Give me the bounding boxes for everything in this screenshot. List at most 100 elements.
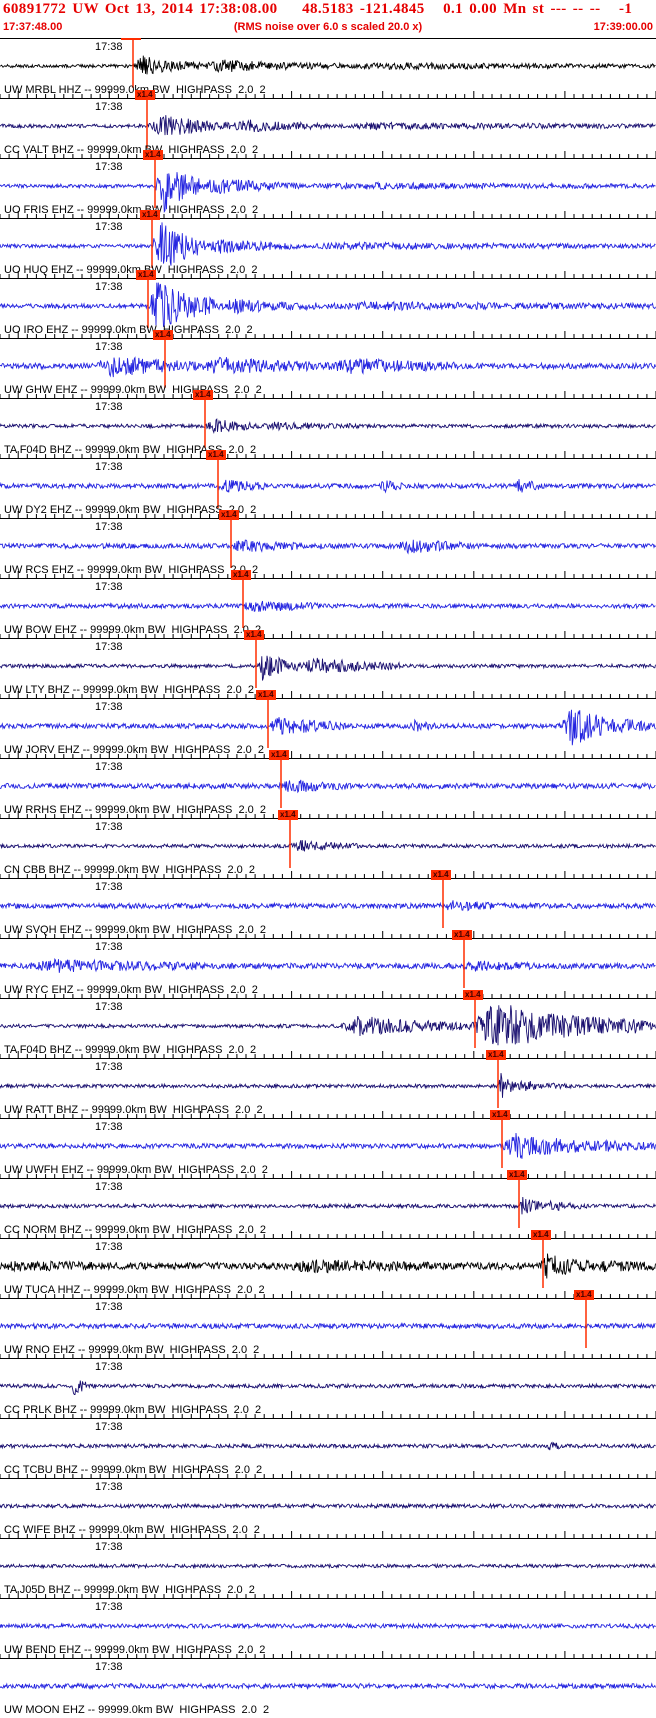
trace-row[interactable]: 17:38 x1.4 UO IRO EHZ -- 99999.0km BW HI… bbox=[0, 270, 656, 338]
pick-scale-flag[interactable]: x1.4 bbox=[452, 930, 472, 940]
trace-row[interactable]: 17:38 x1.4 UO HUQ EHZ -- 99999.0km BW HI… bbox=[0, 210, 656, 278]
pick-scale-flag[interactable]: x1.4 bbox=[574, 1290, 594, 1300]
waveform-trace[interactable] bbox=[0, 356, 656, 378]
trace-row[interactable]: 17:38 x1.4 UW MRBL HHZ -- 99999.0km BW H… bbox=[0, 30, 656, 98]
waveform-trace[interactable] bbox=[0, 900, 656, 912]
waveform-trace[interactable] bbox=[0, 1321, 656, 1331]
waveform-trace[interactable] bbox=[0, 1196, 656, 1215]
pick-scale-flag[interactable]: x1.4 bbox=[486, 1050, 506, 1060]
pick-scale-flag[interactable]: x1.4 bbox=[490, 1110, 510, 1120]
waveform-trace[interactable] bbox=[0, 1622, 656, 1630]
trace-row[interactable]: 17:38 x1.4 UW LTY BHZ -- 99999.0km BW HI… bbox=[0, 630, 656, 698]
pick-scale-flag[interactable]: x1.4 bbox=[136, 270, 156, 280]
pick-scale-flag[interactable]: x1.4 bbox=[531, 1230, 551, 1240]
pick-scale-flag[interactable]: x1.4 bbox=[153, 330, 173, 340]
trace-row[interactable]: 17:38 x1.4 UW RRHS EHZ -- 99999.0km BW H… bbox=[0, 750, 656, 818]
trace-time-label: 17:38 bbox=[95, 1301, 123, 1313]
waveform-trace[interactable] bbox=[0, 222, 656, 266]
waveform-trace[interactable] bbox=[0, 1502, 656, 1510]
pick-scale-flag[interactable]: x1.4 bbox=[231, 570, 251, 580]
trace-time-label: 17:38 bbox=[95, 1361, 123, 1373]
waveform-trace[interactable] bbox=[0, 1253, 656, 1279]
trace-row[interactable]: 17:38 x1.4 CC NORM BHZ -- 99999.0km BW H… bbox=[0, 1170, 656, 1238]
pick-scale-flag[interactable]: x1.4 bbox=[219, 510, 239, 520]
waveform-trace[interactable] bbox=[0, 709, 656, 746]
trace-row[interactable]: 17:38 CC PRLK BHZ -- 99999.0km BW HIGHPA… bbox=[0, 1358, 656, 1418]
trace-station-label: CC PRLK BHZ -- 99999.0km BW HIGHPASS 2.0… bbox=[4, 1404, 262, 1416]
pick-scale-flag[interactable]: x1.4 bbox=[135, 90, 155, 100]
trace-station-label: CC TCBU BHZ -- 99999.0km BW HIGHPASS 2.0… bbox=[4, 1464, 263, 1476]
waveform-trace[interactable] bbox=[0, 418, 656, 435]
trace-row[interactable]: 17:38 x1.4 UW GHW EHZ -- 99999.0km BW HI… bbox=[0, 330, 656, 398]
trace-time-label: 17:38 bbox=[95, 941, 123, 953]
trace-row[interactable]: 17:38 CC TCBU BHZ -- 99999.0km BW HIGHPA… bbox=[0, 1418, 656, 1478]
trace-station-label: UW BOW EHZ -- 99999.0km BW HIGHPASS 2.0 … bbox=[4, 624, 262, 636]
trace-row[interactable]: 17:38 x1.4 TA F04D BHZ -- 99999.0km BW H… bbox=[0, 990, 656, 1058]
pick-scale-flag[interactable]: x1.4 bbox=[463, 990, 483, 1000]
event-header: 60891772 UW Oct 13, 2014 17:38:08.00 48.… bbox=[0, 0, 656, 38]
trace-row[interactable]: 17:38 x1.4 CC VALT BHZ -- 99999.0km BW H… bbox=[0, 90, 656, 158]
waveform-trace[interactable] bbox=[0, 1132, 656, 1159]
waveform-trace[interactable] bbox=[0, 1005, 656, 1046]
trace-station-label: UW RATT BHZ -- 99999.0km BW HIGHPASS 2.0… bbox=[4, 1104, 263, 1116]
pick-scale-flag[interactable]: x1.4 bbox=[278, 810, 298, 820]
pick-scale-flag[interactable]: x1.4 bbox=[507, 1170, 527, 1180]
trace-station-label: CN CBB BHZ -- 99999.0km BW HIGHPASS 2.0 … bbox=[4, 864, 256, 876]
time-ruler bbox=[0, 931, 656, 939]
pick-scale-flag[interactable]: x1.4 bbox=[431, 870, 451, 880]
waveform-trace[interactable] bbox=[0, 115, 656, 136]
waveform-trace[interactable] bbox=[0, 958, 656, 973]
trace-time-label: 17:38 bbox=[95, 581, 123, 593]
pick-scale-flag[interactable]: x1.4 bbox=[244, 630, 264, 640]
trace-station-label: UW BEND EHZ -- 99999.0km BW HIGHPASS 2.0… bbox=[4, 1644, 266, 1656]
trace-time-label: 17:38 bbox=[95, 1481, 123, 1493]
trace-row[interactable]: 17:38 x1.4 CN CBB BHZ -- 99999.0km BW HI… bbox=[0, 810, 656, 878]
trace-row[interactable]: 17:38 x1.4 UW SVQH EHZ -- 99999.0km BW H… bbox=[0, 870, 656, 938]
trace-row[interactable]: 17:38 x1.4 UW RATT BHZ -- 99999.0km BW H… bbox=[0, 1050, 656, 1118]
waveform-trace[interactable] bbox=[0, 172, 656, 213]
trace-station-label: TA F04D BHZ -- 99999.0km BW HIGHPASS 2.0… bbox=[4, 444, 257, 456]
waveform-trace[interactable] bbox=[0, 282, 656, 327]
time-ruler bbox=[0, 1471, 656, 1479]
trace-row[interactable]: 17:38 x1.4 UW TUCA HHZ -- 99999.0km BW H… bbox=[0, 1230, 656, 1298]
trace-row[interactable]: 17:38 x1.4 UW UWFH EHZ -- 99999.0km BW H… bbox=[0, 1110, 656, 1178]
waveform-trace[interactable] bbox=[0, 1073, 656, 1098]
trace-row[interactable]: 17:38 x1.4 UW DY2 EHZ -- 99999.0km BW HI… bbox=[0, 450, 656, 518]
waveform-trace[interactable] bbox=[0, 1562, 656, 1570]
trace-station-label: CC VALT BHZ -- 99999.0km BW HIGHPASS 2.0… bbox=[4, 144, 259, 156]
trace-row[interactable]: 17:38 x1.4 UW BOW EHZ -- 99999.0km BW HI… bbox=[0, 570, 656, 638]
trace-row[interactable]: 17:38 CC WIFE BHZ -- 99999.0km BW HIGHPA… bbox=[0, 1478, 656, 1538]
trace-row[interactable]: 17:38 x1.4 UW JORV EHZ -- 99999.0km BW H… bbox=[0, 690, 656, 758]
waveform-trace[interactable] bbox=[0, 55, 656, 75]
pick-scale-flag[interactable]: x1.4 bbox=[269, 750, 289, 760]
waveform-trace[interactable] bbox=[0, 1380, 656, 1395]
trace-time-label: 17:38 bbox=[95, 281, 123, 293]
trace-station-label: UO IRO EHZ -- 99999.0km BW HIGHPASS 2.0 … bbox=[4, 324, 253, 336]
trace-row[interactable]: 17:38 x1.4 UO FRIS EHZ -- 99999.0km BW H… bbox=[0, 150, 656, 218]
time-ruler bbox=[0, 331, 656, 339]
pick-scale-flag[interactable]: x1.4 bbox=[193, 390, 213, 400]
trace-station-label: UW SVQH EHZ -- 99999.0km BW HIGHPASS 2.0… bbox=[4, 924, 267, 936]
pick-scale-flag[interactable]: x1.4 bbox=[256, 690, 276, 700]
waveform-trace[interactable] bbox=[0, 779, 656, 794]
waveform-trace[interactable] bbox=[0, 1441, 656, 1451]
waveform-trace[interactable] bbox=[0, 1682, 656, 1690]
trace-row[interactable]: 17:38 x1.4 TA F04D BHZ -- 99999.0km BW H… bbox=[0, 390, 656, 458]
pick-scale-flag[interactable]: x1.4 bbox=[143, 150, 163, 160]
time-ruler bbox=[0, 1351, 656, 1359]
trace-row[interactable]: 17:38 TA J05D BHZ -- 99999.0km BW HIGHPA… bbox=[0, 1538, 656, 1598]
trace-row[interactable]: 17:38 x1.4 UW RCS EHZ -- 99999.0km BW HI… bbox=[0, 510, 656, 578]
pick-scale-flag[interactable]: x1.4 bbox=[140, 210, 160, 220]
trace-station-label: UW MRBL HHZ -- 99999.0km BW HIGHPASS 2.0… bbox=[4, 84, 266, 96]
waveform-trace[interactable] bbox=[0, 539, 656, 555]
pick-scale-flag[interactable]: x1.4 bbox=[206, 450, 226, 460]
trace-row[interactable]: 17:38 x1.4 UW RYC EHZ -- 99999.0km BW HI… bbox=[0, 930, 656, 998]
waveform-trace[interactable] bbox=[0, 600, 656, 612]
traces-canvas bbox=[0, 31, 656, 1690]
trace-row[interactable]: 17:38 UW MOON EHZ -- 99999.0km BW HIGHPA… bbox=[0, 1658, 656, 1718]
trace-row[interactable]: 17:38 UW BEND EHZ -- 99999.0km BW HIGHPA… bbox=[0, 1598, 656, 1658]
trace-row[interactable]: 17:38 x1.4 UW RNO EHZ -- 99999.0km BW HI… bbox=[0, 1290, 656, 1358]
waveform-trace[interactable] bbox=[0, 655, 656, 681]
waveform-trace[interactable] bbox=[0, 479, 656, 494]
waveform-trace[interactable] bbox=[0, 840, 656, 852]
